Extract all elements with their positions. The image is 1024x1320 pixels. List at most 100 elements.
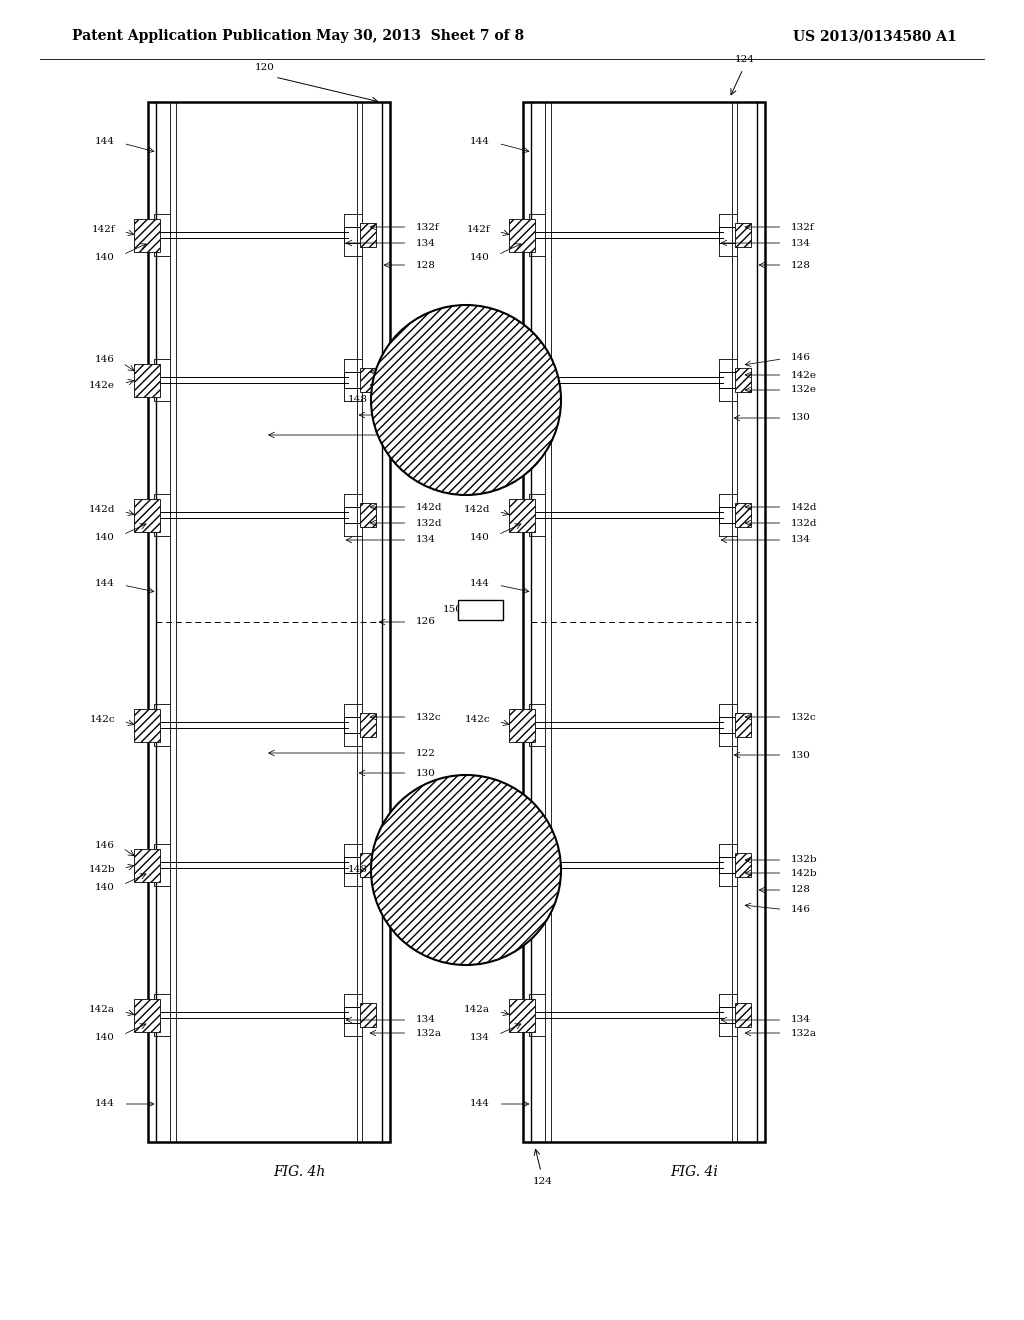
Text: 132b: 132b	[416, 855, 442, 865]
Text: Patent Application Publication: Patent Application Publication	[72, 29, 311, 44]
Polygon shape	[360, 368, 376, 392]
Polygon shape	[360, 853, 376, 876]
Text: 146: 146	[470, 355, 490, 364]
Polygon shape	[360, 368, 376, 392]
Polygon shape	[509, 998, 535, 1031]
Text: 130: 130	[416, 768, 436, 777]
Polygon shape	[360, 713, 376, 737]
Text: 142e: 142e	[464, 380, 490, 389]
Polygon shape	[134, 499, 160, 532]
Text: 142d: 142d	[416, 503, 442, 511]
Text: 120: 120	[255, 63, 274, 73]
Text: 142e: 142e	[416, 367, 442, 376]
Polygon shape	[360, 503, 376, 527]
Text: 140: 140	[95, 532, 115, 541]
Text: 128: 128	[791, 260, 811, 269]
Text: 132b: 132b	[791, 855, 817, 865]
Text: 142c: 142c	[464, 715, 490, 725]
Text: 132d: 132d	[791, 519, 817, 528]
Polygon shape	[735, 368, 751, 392]
Polygon shape	[509, 499, 535, 532]
Text: 128: 128	[791, 886, 811, 895]
Text: 144: 144	[95, 137, 115, 147]
Polygon shape	[509, 219, 535, 252]
Polygon shape	[134, 709, 160, 742]
Polygon shape	[509, 219, 535, 252]
Text: 128: 128	[416, 888, 436, 898]
Text: US 2013/0134580 A1: US 2013/0134580 A1	[794, 29, 956, 44]
Polygon shape	[360, 223, 376, 247]
Text: 144: 144	[470, 1100, 490, 1109]
Polygon shape	[134, 363, 160, 396]
Polygon shape	[134, 499, 160, 532]
Text: 130: 130	[791, 751, 811, 759]
Text: 142f: 142f	[91, 226, 115, 235]
Text: 132f: 132f	[791, 223, 815, 231]
Polygon shape	[360, 223, 376, 247]
Polygon shape	[735, 503, 751, 527]
Polygon shape	[735, 1003, 751, 1027]
Text: 140: 140	[470, 532, 490, 541]
Text: 142b: 142b	[88, 866, 115, 874]
Polygon shape	[735, 223, 751, 247]
Text: 132e: 132e	[416, 380, 442, 389]
Polygon shape	[134, 363, 160, 396]
Polygon shape	[458, 601, 503, 620]
Text: 126: 126	[416, 618, 436, 627]
Text: 134: 134	[791, 239, 811, 248]
Text: 134: 134	[416, 1015, 436, 1024]
Text: 132e: 132e	[791, 385, 817, 395]
Text: 134: 134	[791, 536, 811, 544]
Text: 130: 130	[791, 413, 811, 422]
Text: 134: 134	[416, 239, 436, 248]
Polygon shape	[360, 713, 376, 737]
Text: 146: 146	[791, 906, 811, 915]
Polygon shape	[735, 713, 751, 737]
Circle shape	[371, 305, 561, 495]
Text: 140: 140	[95, 1032, 115, 1041]
Polygon shape	[134, 219, 160, 252]
Polygon shape	[360, 503, 376, 527]
Text: 122: 122	[416, 748, 436, 758]
Polygon shape	[735, 223, 751, 247]
Text: 144: 144	[95, 579, 115, 589]
Text: 132d: 132d	[416, 519, 442, 528]
Text: 142b: 142b	[464, 866, 490, 874]
Circle shape	[371, 775, 561, 965]
Text: 146: 146	[95, 355, 115, 364]
Text: 132c: 132c	[416, 713, 441, 722]
Polygon shape	[735, 853, 751, 876]
Polygon shape	[509, 849, 535, 882]
Text: 140: 140	[95, 252, 115, 261]
Polygon shape	[360, 1003, 376, 1027]
Text: 132a: 132a	[416, 1028, 442, 1038]
Text: 134: 134	[791, 1015, 811, 1024]
Text: 142d: 142d	[88, 506, 115, 515]
Text: 142e: 142e	[791, 371, 817, 380]
Polygon shape	[134, 998, 160, 1031]
Text: 128: 128	[416, 260, 436, 269]
Text: 144: 144	[470, 579, 490, 589]
Polygon shape	[509, 849, 535, 882]
Polygon shape	[735, 853, 751, 876]
Polygon shape	[509, 363, 535, 396]
Circle shape	[371, 775, 561, 965]
Polygon shape	[360, 1003, 376, 1027]
Text: 132f: 132f	[416, 223, 439, 231]
Text: 142b: 142b	[791, 869, 817, 878]
Text: 132c: 132c	[791, 713, 816, 722]
Text: 142d: 142d	[464, 506, 490, 515]
Text: FIG. 4h: FIG. 4h	[272, 1166, 326, 1179]
Text: FIG. 4i: FIG. 4i	[670, 1166, 718, 1179]
Text: 142b: 142b	[416, 869, 442, 878]
Text: May 30, 2013  Sheet 7 of 8: May 30, 2013 Sheet 7 of 8	[316, 29, 524, 44]
Polygon shape	[134, 849, 160, 882]
Text: 132a: 132a	[791, 1028, 817, 1038]
Text: 122: 122	[416, 430, 436, 440]
Text: 134: 134	[470, 1032, 490, 1041]
Polygon shape	[509, 363, 535, 396]
Circle shape	[371, 305, 561, 495]
Polygon shape	[509, 709, 535, 742]
Text: 148: 148	[348, 396, 368, 404]
Text: 146: 146	[470, 841, 490, 850]
